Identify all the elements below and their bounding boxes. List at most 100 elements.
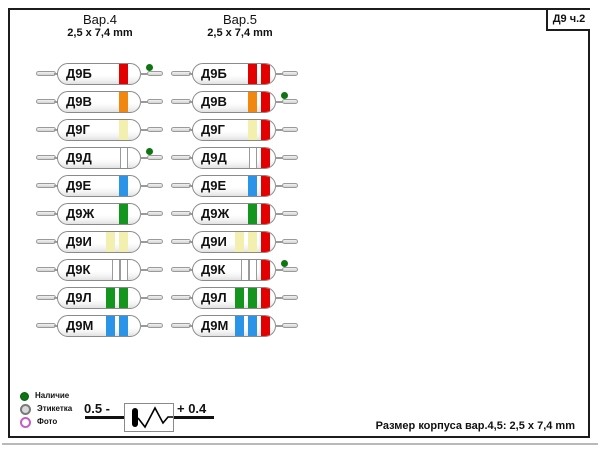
- lead-wire: [282, 71, 298, 76]
- diode-Д9Б-var4: Д9Б: [57, 63, 141, 85]
- green-color-band: [119, 204, 128, 224]
- diode-Д9К-var4: Д9К: [57, 259, 141, 281]
- lead-wire: [147, 295, 163, 300]
- polarity-left-lead: [85, 416, 124, 419]
- lead-wire: [54, 101, 58, 103]
- availability-dot: [146, 148, 153, 155]
- lead-wire: [282, 323, 298, 328]
- diode-type-label: Д9Г: [201, 122, 225, 137]
- lead-wire: [282, 267, 298, 272]
- lead-wire: [189, 185, 193, 187]
- lead-wire: [36, 155, 56, 160]
- diode-Д9Е-var4: Д9Е: [57, 175, 141, 197]
- diode-type-label: Д9И: [66, 234, 92, 249]
- lead-wire: [147, 71, 163, 76]
- lead-wire: [36, 211, 56, 216]
- legend-label: Фото: [37, 417, 58, 426]
- lead-wire: [36, 295, 56, 300]
- lead-wire: [275, 129, 284, 131]
- legend-item-availability: Наличие: [20, 391, 72, 401]
- lead-wire: [171, 127, 191, 132]
- diode-type-label: Д9Д: [66, 150, 92, 165]
- lead-wire: [275, 73, 284, 75]
- lead-wire: [140, 129, 149, 131]
- polarity-left-label: 0.5 -: [84, 401, 111, 416]
- lead-wire: [282, 127, 298, 132]
- yellow-color-band: [235, 232, 244, 252]
- red-color-band: [261, 176, 270, 196]
- lead-wire: [140, 297, 149, 299]
- diode-Д9Б-var5: Д9Б: [192, 63, 276, 85]
- lead-wire: [189, 213, 193, 215]
- diode-type-label: Д9И: [201, 234, 227, 249]
- diode-Д9И-var4: Д9И: [57, 231, 141, 253]
- lead-wire: [36, 239, 56, 244]
- lead-wire: [275, 157, 284, 159]
- lead-wire: [147, 267, 163, 272]
- diode-type-label: Д9М: [201, 318, 229, 333]
- scan-shadow-line: [2, 443, 598, 445]
- orange-color-band: [248, 92, 257, 112]
- lead-wire: [147, 99, 163, 104]
- legend-item-photo: Фото: [20, 416, 72, 428]
- diode-Д9Л-var5: Д9Л: [192, 287, 276, 309]
- lead-wire: [54, 73, 58, 75]
- lead-wire: [171, 183, 191, 188]
- yellow-color-band: [119, 232, 128, 252]
- lead-wire: [36, 183, 56, 188]
- white-color-band: [249, 148, 257, 168]
- diode-Д9И-var5: Д9И: [192, 231, 276, 253]
- lead-wire: [189, 297, 193, 299]
- lead-wire: [140, 213, 149, 215]
- lead-wire: [171, 239, 191, 244]
- lead-wire: [147, 211, 163, 216]
- diode-Д9Ж-var4: Д9Ж: [57, 203, 141, 225]
- green-color-band: [248, 204, 257, 224]
- lead-wire: [189, 101, 193, 103]
- lead-wire: [36, 127, 56, 132]
- lead-wire: [171, 323, 191, 328]
- lead-wire: [275, 297, 284, 299]
- lead-wire: [54, 269, 58, 271]
- blue-color-band: [235, 316, 244, 336]
- green-color-band: [119, 288, 128, 308]
- lead-wire: [171, 71, 191, 76]
- lead-wire: [54, 213, 58, 215]
- legend-label: Этикетка: [37, 404, 73, 413]
- diode-type-label: Д9Д: [201, 150, 227, 165]
- column-title-var4: Вар.4: [83, 12, 117, 27]
- lead-wire: [36, 267, 56, 272]
- lead-wire: [282, 183, 298, 188]
- lead-wire: [147, 323, 163, 328]
- white-color-band: [241, 260, 249, 280]
- diode-Д9Д-var5: Д9Д: [192, 147, 276, 169]
- diode-type-label: Д9В: [66, 94, 92, 109]
- diode-type-label: Д9К: [201, 262, 226, 277]
- yellow-color-band: [248, 232, 257, 252]
- red-color-band: [261, 260, 270, 280]
- lead-wire: [140, 241, 149, 243]
- red-color-band: [261, 204, 270, 224]
- diode-type-label: Д9Е: [66, 178, 92, 193]
- lead-wire: [36, 99, 56, 104]
- green-color-band: [106, 288, 115, 308]
- lead-wire: [36, 71, 56, 76]
- diode-type-label: Д9Б: [201, 66, 227, 81]
- red-color-band: [261, 232, 270, 252]
- lead-wire: [140, 157, 149, 159]
- lead-wire: [275, 185, 284, 187]
- polarity-right-lead: [174, 416, 214, 419]
- orange-color-band: [119, 92, 128, 112]
- red-color-band: [261, 288, 270, 308]
- blue-color-band: [106, 316, 115, 336]
- diode-type-label: Д9Г: [66, 122, 90, 137]
- column-size-var4: 2,5 x 7,4 mm: [67, 27, 133, 39]
- column-title-var5: Вар.5: [223, 12, 257, 27]
- lead-wire: [147, 127, 163, 132]
- lead-wire: [54, 241, 58, 243]
- lead-wire: [140, 101, 149, 103]
- diode-Д9Ж-var5: Д9Ж: [192, 203, 276, 225]
- lead-wire: [171, 211, 191, 216]
- diode-Д9Г-var4: Д9Г: [57, 119, 141, 141]
